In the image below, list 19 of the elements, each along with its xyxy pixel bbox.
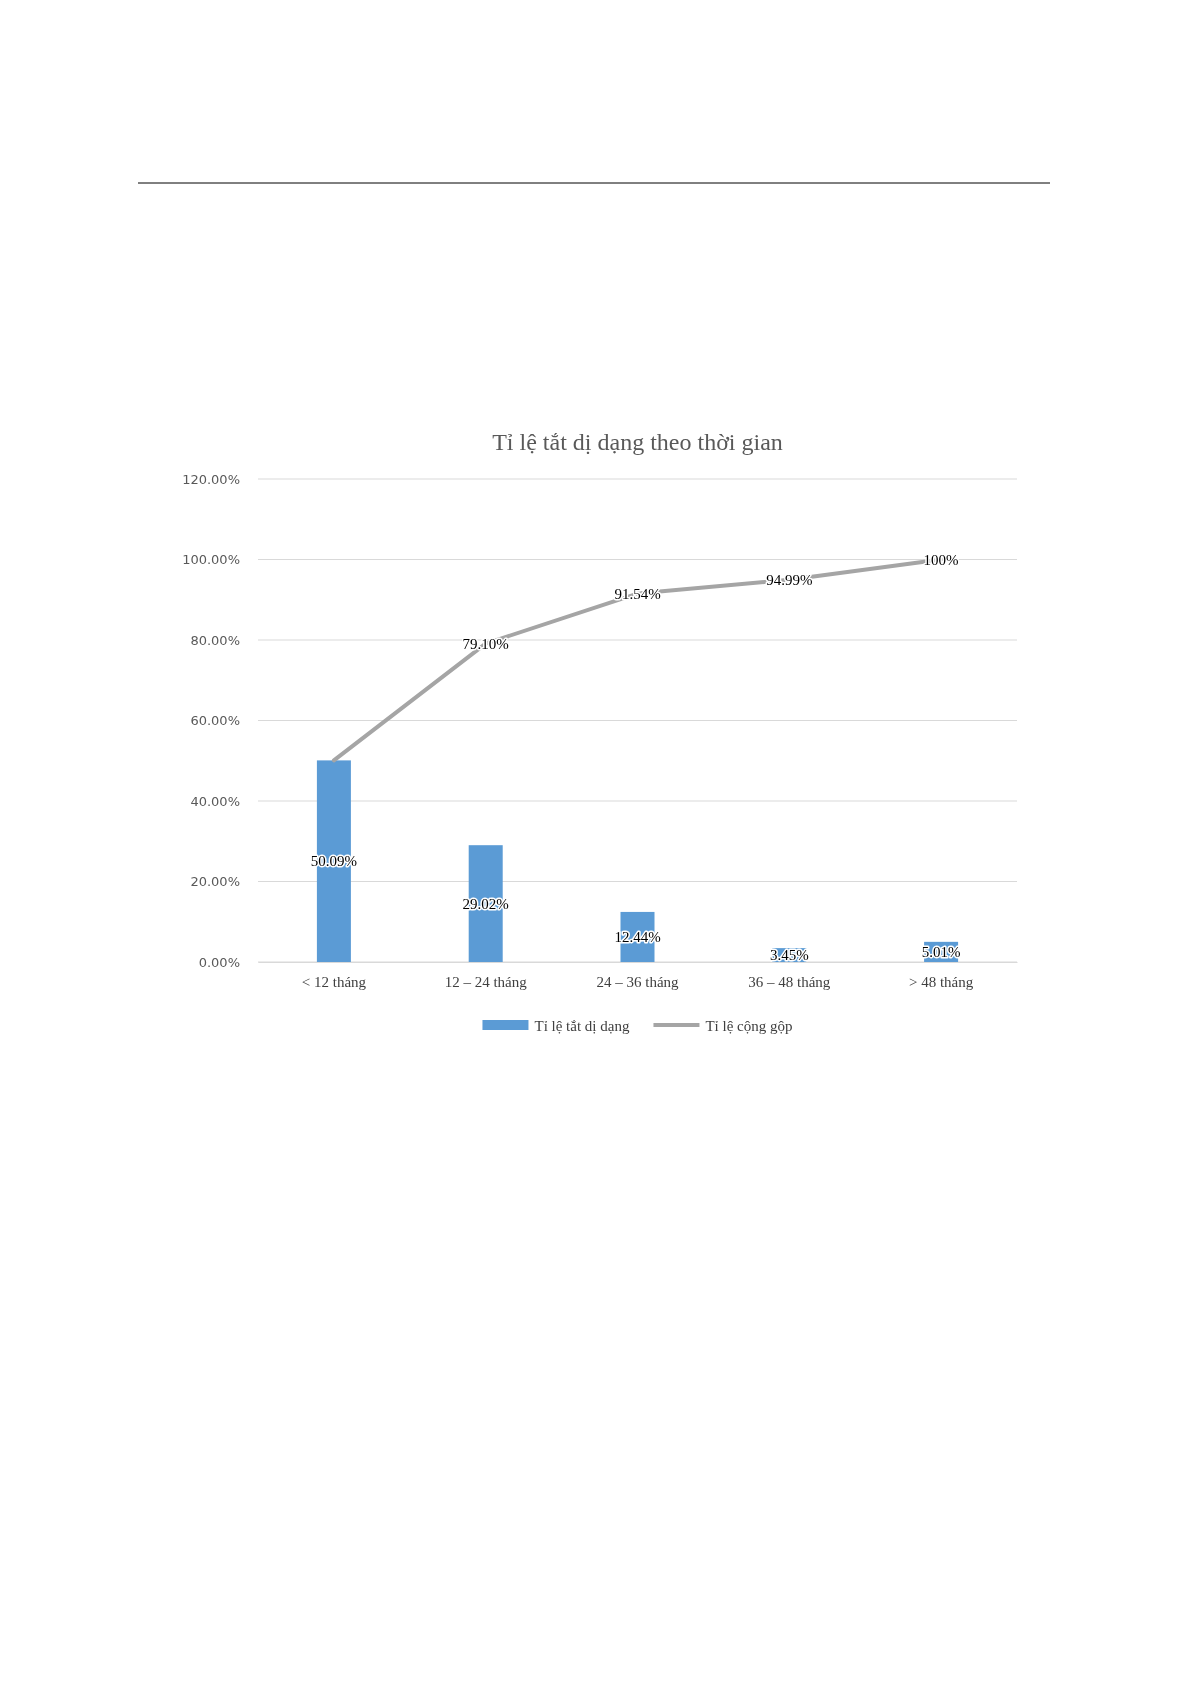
chart-title: Tỉ lệ tắt dị dạng theo thời gian (492, 429, 783, 455)
data-label: 94.99% (766, 571, 813, 588)
y-tick-label: 80.00% (190, 632, 240, 648)
data-label: 100% (923, 551, 959, 568)
data-label: 91.54% (614, 585, 661, 602)
y-tick-label: 40.00% (190, 793, 240, 809)
legend-label: Tỉ lệ tắt dị dạng (534, 1018, 630, 1034)
x-tick-label: 12 – 24 tháng (444, 973, 528, 990)
y-tick-label: 0.00% (198, 954, 240, 970)
x-tick-label: > 48 tháng (908, 973, 974, 990)
y-tick-label: 60.00% (190, 713, 240, 729)
x-tick-label: < 12 tháng (301, 973, 367, 990)
legend-label: Tỉ lệ cộng gộp (705, 1018, 793, 1034)
x-tick-label: 36 – 48 tháng (748, 973, 831, 990)
x-tick-label: 24 – 36 tháng (596, 973, 680, 990)
y-tick-label: 100.00% (182, 552, 240, 568)
y-tick-label: 120.00% (182, 471, 240, 487)
y-tick-label: 20.00% (190, 874, 240, 890)
data-label: 79.10% (462, 635, 509, 652)
